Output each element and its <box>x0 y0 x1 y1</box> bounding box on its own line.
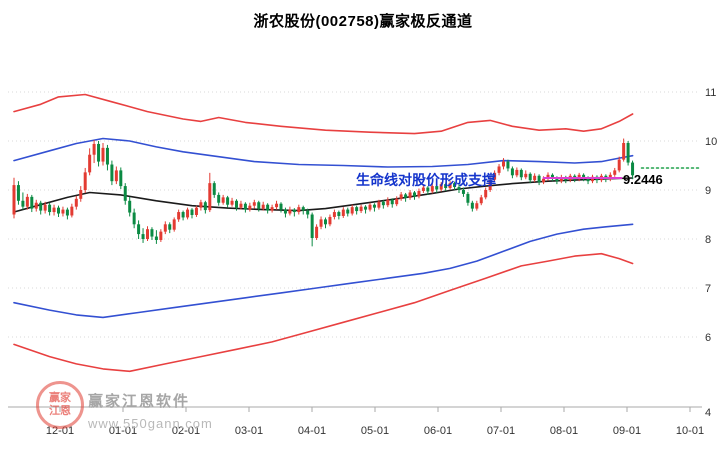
logo-text-bottom: 江恩 <box>49 405 71 417</box>
annotation-support-note: 生命线对股价形成支撑 <box>356 172 496 188</box>
chart-title: 浙农股份(002758)赢家极反通道 <box>253 13 473 30</box>
svg-text:01-01: 01-01 <box>109 425 137 437</box>
svg-text:11: 11 <box>705 87 716 99</box>
svg-text:09-01: 09-01 <box>613 425 641 437</box>
svg-text:07-01: 07-01 <box>487 425 515 437</box>
watermark-brand: 赢家江恩软件 <box>88 393 191 410</box>
svg-text:10-01: 10-01 <box>676 425 704 437</box>
svg-text:05-01: 05-01 <box>361 425 389 437</box>
svg-text:7: 7 <box>705 283 711 295</box>
svg-text:9: 9 <box>705 185 711 197</box>
svg-text:8: 8 <box>705 234 711 246</box>
svg-text:08-01: 08-01 <box>550 425 578 437</box>
svg-text:06-01: 06-01 <box>424 425 452 437</box>
logo-text-top: 赢家 <box>49 392 71 405</box>
svg-text:6: 6 <box>705 332 711 344</box>
winner-gann-logo-icon: 赢家 江恩 <box>36 381 84 429</box>
svg-text:03-01: 03-01 <box>235 425 263 437</box>
svg-text:04-01: 04-01 <box>298 425 326 437</box>
svg-text:10: 10 <box>705 136 717 148</box>
life-line-price-label: 9.2446 <box>623 172 663 187</box>
svg-text:02-01: 02-01 <box>172 425 200 437</box>
watermark-website: www.550gann.com <box>88 416 213 431</box>
svg-text:4: 4 <box>705 407 711 419</box>
